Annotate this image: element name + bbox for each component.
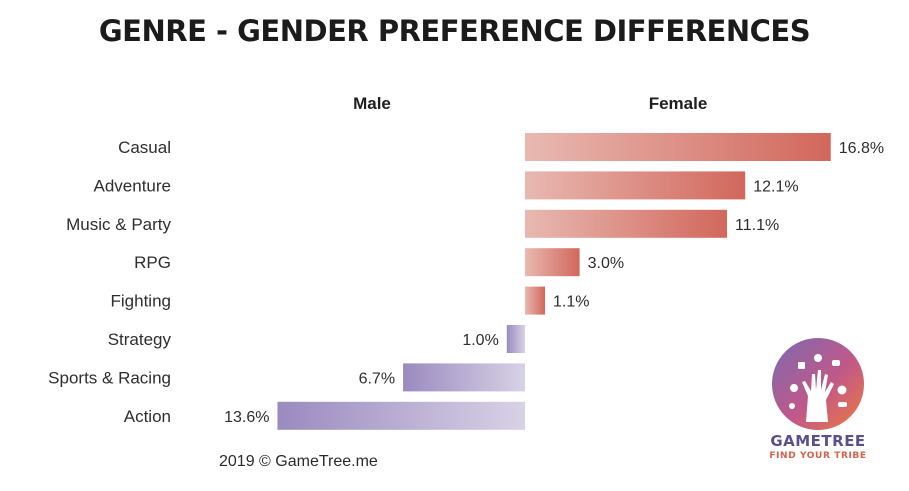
- category-label-casual: Casual: [118, 138, 171, 157]
- logo-emblem-icon: [772, 338, 864, 430]
- category-label-sports-racing: Sports & Racing: [48, 368, 171, 387]
- bar-action: [277, 401, 525, 430]
- bar-adventure: [525, 171, 746, 200]
- category-label-rpg: RPG: [134, 253, 171, 272]
- category-label-adventure: Adventure: [94, 176, 172, 195]
- value-label-music-party: 11.1%: [735, 217, 779, 234]
- category-label-music-party: Music & Party: [66, 215, 171, 234]
- bar-rpg: [525, 248, 580, 277]
- bars-group: Casual 16.8% Adventure 12.1% Music & Party 11…: [48, 133, 884, 430]
- gametree-logo: GAMETREE FIND YOUR TRIBE: [768, 336, 868, 468]
- bar-strategy: [506, 325, 525, 353]
- column-header-female: Female: [649, 94, 708, 113]
- category-label-action: Action: [124, 407, 171, 426]
- bar-casual: [525, 133, 831, 161]
- column-header-male: Male: [353, 94, 391, 113]
- bar-music-party: [525, 209, 728, 238]
- value-label-rpg: 3.0%: [588, 255, 624, 272]
- value-label-sports-racing: 6.7%: [359, 370, 395, 387]
- category-label-fighting: Fighting: [111, 292, 171, 311]
- logo-name: GAMETREE: [770, 432, 866, 450]
- value-label-fighting: 1.1%: [553, 294, 589, 311]
- value-label-action: 13.6%: [224, 409, 269, 426]
- bar-fighting: [525, 286, 546, 315]
- logo-tagline: FIND YOUR TRIBE: [769, 451, 867, 461]
- value-label-casual: 16.8%: [839, 140, 884, 157]
- bar-sports-racing: [403, 363, 525, 392]
- category-label-strategy: Strategy: [108, 330, 172, 349]
- value-label-adventure: 12.1%: [753, 178, 798, 195]
- footer-credit: 2019 © GameTree.me: [219, 453, 378, 470]
- page-title: GENRE - GENDER PREFERENCE DIFFERENCES: [98, 14, 811, 48]
- value-label-strategy: 1.0%: [462, 332, 498, 349]
